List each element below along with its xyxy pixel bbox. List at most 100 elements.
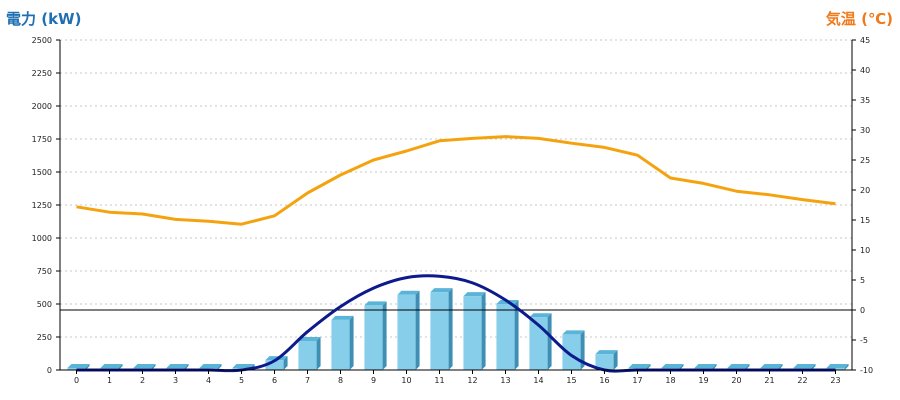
bar-top bbox=[298, 336, 321, 341]
axes: 02505007501000125015001750200022502500-1… bbox=[32, 36, 873, 385]
right-tick-label: 40 bbox=[860, 66, 870, 75]
power-bar bbox=[562, 334, 581, 370]
right-tick-label: 15 bbox=[860, 216, 870, 225]
x-tick-label: 20 bbox=[731, 376, 741, 385]
left-axis-title: 電力 (kW) bbox=[6, 10, 81, 28]
temperature-line bbox=[76, 135, 836, 226]
x-tick-label: 10 bbox=[401, 376, 411, 385]
x-tick-label: 2 bbox=[140, 376, 145, 385]
left-tick-label: 1000 bbox=[32, 234, 52, 243]
x-tick-label: 4 bbox=[206, 376, 211, 385]
x-tick-label: 22 bbox=[797, 376, 807, 385]
bar-top bbox=[727, 364, 750, 369]
power-bar bbox=[430, 292, 449, 370]
x-tick-label: 9 bbox=[371, 376, 376, 385]
right-tick-label: 45 bbox=[860, 36, 870, 45]
right-tick-label: -5 bbox=[860, 336, 868, 345]
left-tick-label: 2250 bbox=[32, 69, 52, 78]
right-tick-label: -10 bbox=[860, 366, 873, 375]
right-tick-label: 5 bbox=[860, 276, 865, 285]
x-tick-label: 5 bbox=[239, 376, 244, 385]
bar-top bbox=[67, 364, 90, 369]
x-tick-label: 6 bbox=[272, 376, 277, 385]
bar-side bbox=[415, 290, 420, 370]
bar-side bbox=[481, 292, 486, 370]
right-tick-label: 20 bbox=[860, 186, 870, 195]
left-tick-label: 1750 bbox=[32, 135, 52, 144]
bar-side bbox=[448, 288, 453, 370]
x-tick-label: 17 bbox=[632, 376, 642, 385]
x-tick-label: 11 bbox=[434, 376, 444, 385]
bar-top bbox=[100, 364, 123, 369]
generation-line bbox=[76, 274, 836, 373]
bar-side bbox=[382, 301, 387, 370]
power-bar bbox=[298, 340, 317, 370]
bar-top bbox=[397, 290, 420, 295]
bar-top bbox=[232, 364, 255, 369]
power-bar bbox=[595, 354, 614, 370]
left-tick-label: 0 bbox=[47, 366, 52, 375]
right-tick-label: 30 bbox=[860, 126, 870, 135]
x-tick-label: 18 bbox=[665, 376, 675, 385]
gridlines bbox=[60, 39, 852, 338]
bar-top bbox=[826, 364, 849, 369]
right-tick-label: 25 bbox=[860, 156, 870, 165]
bar-top bbox=[331, 315, 354, 320]
bar-top bbox=[760, 364, 783, 369]
bar-side bbox=[844, 364, 849, 370]
right-axis-title: 気温 (℃) bbox=[826, 10, 893, 28]
left-tick-label: 250 bbox=[37, 333, 52, 342]
x-tick-label: 21 bbox=[764, 376, 774, 385]
x-tick-label: 23 bbox=[830, 376, 840, 385]
bar-top bbox=[166, 364, 189, 369]
bar-top bbox=[364, 301, 387, 306]
power-bar bbox=[364, 305, 383, 370]
power-bars bbox=[67, 288, 849, 370]
bar-top bbox=[661, 364, 684, 369]
bar-side bbox=[349, 315, 354, 370]
bar-side bbox=[547, 313, 552, 370]
bar-top bbox=[694, 364, 717, 369]
bar-top bbox=[199, 364, 222, 369]
power-bar bbox=[463, 296, 482, 370]
x-tick-label: 7 bbox=[305, 376, 310, 385]
bar-side bbox=[613, 350, 618, 370]
bar-top bbox=[463, 292, 486, 297]
bar-top bbox=[562, 330, 585, 335]
bar-side bbox=[316, 336, 321, 370]
x-tick-label: 0 bbox=[74, 376, 79, 385]
power-bar bbox=[496, 304, 515, 370]
x-tick-label: 15 bbox=[566, 376, 576, 385]
x-tick-label: 12 bbox=[467, 376, 477, 385]
bar-top bbox=[133, 364, 156, 369]
right-tick-label: 35 bbox=[860, 96, 870, 105]
power-bar bbox=[397, 294, 416, 370]
bar-side bbox=[283, 356, 288, 370]
bar-top bbox=[430, 288, 453, 293]
bar-top bbox=[793, 364, 816, 369]
x-tick-label: 19 bbox=[698, 376, 708, 385]
bar-top bbox=[529, 313, 552, 318]
bar-side bbox=[514, 300, 519, 370]
right-tick-label: 10 bbox=[860, 246, 870, 255]
left-tick-label: 2000 bbox=[32, 102, 52, 111]
x-tick-label: 14 bbox=[533, 376, 543, 385]
power-bar bbox=[331, 319, 350, 370]
x-tick-label: 8 bbox=[338, 376, 343, 385]
left-tick-label: 500 bbox=[37, 300, 52, 309]
left-tick-label: 2500 bbox=[32, 36, 52, 45]
x-tick-label: 1 bbox=[107, 376, 112, 385]
x-tick-label: 3 bbox=[173, 376, 178, 385]
bar-side bbox=[217, 364, 222, 370]
bar-top bbox=[595, 350, 618, 355]
left-tick-label: 1500 bbox=[32, 168, 52, 177]
right-tick-label: 0 bbox=[860, 306, 865, 315]
x-tick-label: 13 bbox=[500, 376, 510, 385]
bar-top bbox=[628, 364, 651, 369]
left-tick-label: 1250 bbox=[32, 201, 52, 210]
x-tick-label: 16 bbox=[599, 376, 609, 385]
left-tick-label: 750 bbox=[37, 267, 52, 276]
power-bar bbox=[265, 360, 284, 370]
